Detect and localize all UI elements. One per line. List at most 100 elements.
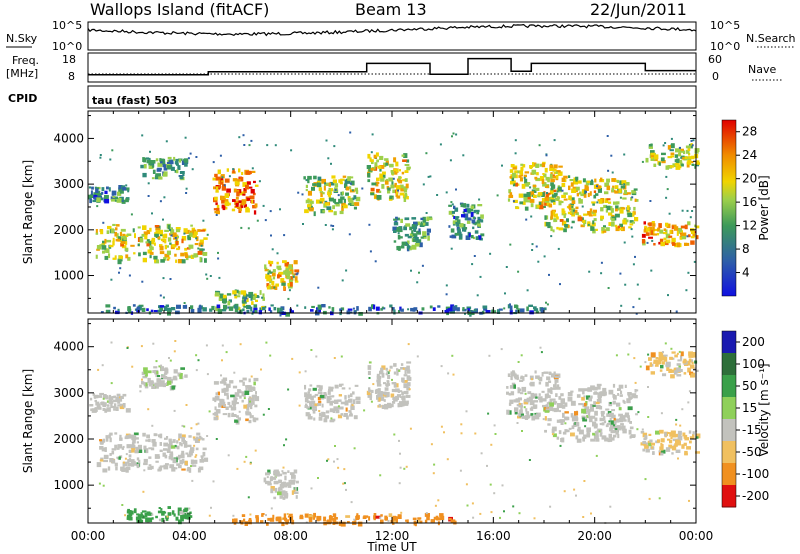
scatter-cell — [649, 439, 653, 443]
scatter-cell — [97, 368, 100, 371]
scatter-cell — [222, 377, 228, 381]
scatter-cell — [448, 204, 452, 207]
velocity-colorbar — [721, 330, 737, 508]
scatter-cell — [383, 382, 386, 385]
scatter-cell — [396, 195, 401, 199]
scatter-cell — [550, 184, 556, 189]
scatter-cell — [512, 200, 515, 203]
scatter-cell — [330, 224, 333, 227]
scatter-cell — [610, 437, 615, 441]
scatter-cell — [417, 518, 421, 523]
scatter-cell — [394, 182, 397, 188]
scatter-cell — [270, 304, 274, 307]
scatter-cell — [545, 154, 548, 157]
scatter-cell — [550, 172, 553, 175]
scatter-cell — [95, 187, 99, 190]
scatter-cell — [194, 455, 197, 458]
scatter-cell — [393, 240, 397, 243]
scatter-cell — [220, 374, 222, 377]
scatter-cell — [353, 310, 357, 315]
scatter-cell — [319, 197, 325, 202]
scatter-cell — [397, 234, 401, 240]
scatter-cell — [612, 400, 616, 405]
scatter-cell — [560, 438, 563, 442]
scatter-cell — [550, 398, 556, 401]
scatter-cell — [155, 460, 159, 463]
scatter-cell — [561, 404, 566, 409]
scatter-cell — [555, 401, 558, 404]
scatter-cell — [556, 419, 562, 423]
scatter-cell — [153, 366, 158, 369]
scatter-cell — [561, 208, 565, 213]
scatter-cell — [407, 308, 410, 311]
scatter-cell — [265, 514, 267, 517]
scatter-cell — [683, 150, 686, 155]
scatter-cell — [658, 162, 661, 166]
scatter-cell — [586, 186, 589, 191]
scatter-cell — [254, 449, 257, 452]
scatter-cell — [281, 282, 286, 286]
scatter-cell — [349, 186, 352, 190]
scatter-cell — [264, 219, 267, 222]
scatter-cell — [619, 223, 623, 227]
scatter-cell — [330, 188, 334, 192]
scatter-cell — [670, 369, 675, 373]
scatter-cell — [147, 408, 150, 411]
scatter-cell — [356, 513, 359, 518]
scatter-cell — [622, 430, 627, 434]
scatter-cell — [235, 202, 239, 207]
scatter-cell — [176, 235, 179, 239]
scatter-cell — [451, 135, 453, 138]
scatter-cell — [436, 194, 439, 196]
scatter-cell — [88, 186, 92, 189]
scatter-cell — [597, 392, 600, 398]
scatter-cell — [540, 351, 543, 354]
scatter-cell — [215, 306, 221, 312]
scatter-cell — [669, 433, 675, 437]
scatter-cell — [518, 512, 521, 515]
scatter-cell — [426, 228, 431, 233]
scatter-cell — [521, 386, 527, 392]
scatter-cell — [304, 306, 307, 309]
scatter-cell — [142, 225, 147, 230]
scatter-cell — [561, 402, 565, 405]
scatter-cell — [379, 474, 382, 477]
scatter-cell — [194, 231, 198, 235]
scatter-cell — [592, 220, 595, 225]
scatter-cell — [421, 264, 424, 267]
scatter-cell — [603, 420, 607, 424]
scatter-cell — [595, 405, 601, 410]
scatter-cell — [308, 388, 312, 392]
scatter-cell — [657, 439, 661, 443]
scatter-cell — [104, 190, 108, 194]
scatter-cell — [340, 178, 345, 181]
power-colorbar — [721, 119, 737, 297]
scatter-cell — [160, 364, 163, 367]
scatter-cell — [626, 219, 629, 223]
scatter-cell — [333, 357, 336, 359]
scatter-cell — [480, 233, 485, 237]
scatter-cell — [540, 307, 545, 313]
scatter-cell — [669, 229, 672, 234]
scatter-cell — [285, 265, 291, 270]
scatter-cell — [412, 233, 416, 237]
scatter-cell — [615, 354, 618, 357]
scatter-cell — [379, 155, 384, 160]
scatter-cell — [249, 513, 252, 516]
scatter-cell — [548, 197, 552, 202]
scatter-cell — [151, 385, 156, 389]
scatter-cell — [254, 203, 258, 208]
scatter-cell — [109, 437, 112, 443]
scatter-cell — [102, 468, 108, 473]
scatter-cell — [587, 211, 592, 216]
scatter-cell — [250, 306, 253, 312]
scatter-cell — [418, 231, 421, 235]
scatter-cell — [332, 179, 337, 184]
scatter-cell — [490, 511, 493, 514]
scatter-cell — [248, 398, 253, 403]
scatter-cell — [694, 164, 697, 169]
scatter-cell — [376, 373, 380, 378]
scatter-cell — [588, 415, 594, 419]
scatter-cell — [283, 444, 285, 447]
scatter-cell — [575, 435, 579, 440]
